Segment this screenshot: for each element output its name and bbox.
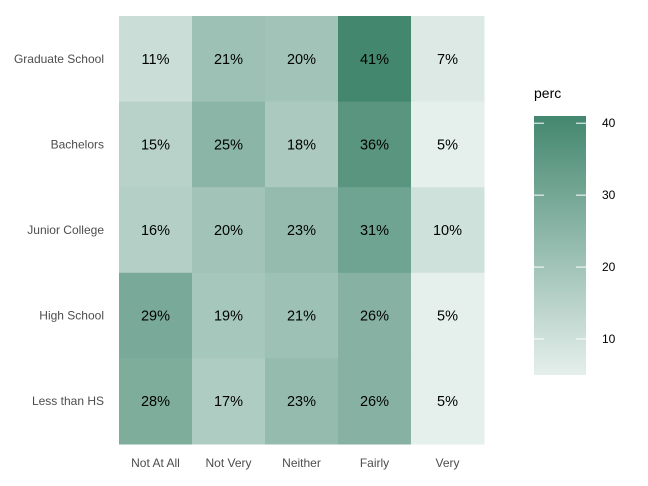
- x-tick-label: Fairly: [360, 456, 389, 470]
- cell-value-label: 31%: [360, 223, 389, 239]
- heatmap-cell: [265, 358, 339, 445]
- cell-value-label: 29%: [141, 309, 170, 325]
- x-axis-labels: Not At All Not Very Neither Fairly Very: [131, 456, 459, 470]
- legend-title: perc: [534, 85, 561, 101]
- x-tick-label: Not At All: [131, 456, 180, 470]
- heatmap-cell: [119, 187, 193, 274]
- x-tick-label: Very: [435, 456, 459, 470]
- heatmap-cell: [338, 272, 412, 359]
- y-axis-labels: Graduate School Bachelors Junior College Hi…: [14, 52, 104, 408]
- heatmap-cell: [192, 16, 266, 103]
- cell-value-label: 11%: [142, 52, 170, 68]
- legend-tick-label: 10: [602, 332, 616, 346]
- cell-value-label: 28%: [141, 394, 170, 410]
- y-tick-label: High School: [39, 309, 104, 323]
- cell-value-label: 19%: [214, 309, 243, 325]
- y-tick-label: Less than HS: [32, 394, 104, 408]
- heatmap-cell: [338, 16, 412, 103]
- heatmap-cell: [265, 272, 339, 359]
- cell-value-label: 26%: [360, 394, 389, 410]
- cell-value-label: 26%: [360, 309, 389, 325]
- heatmap-cell: [411, 187, 485, 274]
- cell-value-label: 5%: [437, 137, 458, 153]
- heatmap-cell: [119, 101, 193, 188]
- heatmap-cell: [265, 187, 339, 274]
- cell-value-label: 16%: [141, 223, 170, 239]
- heatmap-cell: [192, 272, 266, 359]
- cell-value-label: 18%: [287, 137, 316, 153]
- cell-value-label: 10%: [433, 223, 462, 239]
- cell-value-label: 21%: [287, 309, 316, 325]
- x-tick-label: Not Very: [205, 456, 251, 470]
- heatmap-cell: [338, 358, 412, 445]
- cell-value-label: 20%: [214, 223, 243, 239]
- heatmap-cell: [192, 187, 266, 274]
- heatmap-cell: [265, 101, 339, 188]
- cell-value-label: 25%: [214, 137, 243, 153]
- cell-value-label: 7%: [437, 52, 458, 68]
- heatmap-cell: [411, 101, 485, 188]
- cell-value-label: 17%: [214, 394, 243, 410]
- heatmap-cell: [411, 358, 485, 445]
- y-tick-label: Graduate School: [14, 52, 104, 66]
- color-legend: perc 10 20 30 40: [534, 85, 616, 375]
- heatmap-cell-labels: 11% 21% 20% 41% 7% 15% 25% 18% 36% 5% 16% 20% 23% 31%…: [141, 52, 462, 410]
- heatmap-cell: [119, 272, 193, 359]
- legend-ticks: 10 20 30 40: [534, 116, 616, 346]
- cell-value-label: 5%: [437, 309, 458, 325]
- cell-value-label: 5%: [437, 394, 458, 410]
- cell-value-label: 20%: [287, 52, 316, 68]
- legend-tick-label: 30: [602, 188, 616, 202]
- heatmap-cell: [192, 101, 266, 188]
- cell-value-label: 41%: [360, 52, 389, 68]
- heatmap-cell: [119, 358, 193, 445]
- heatmap-cell: [265, 16, 339, 103]
- legend-tick-label: 20: [602, 260, 616, 274]
- heatmap-cell: [192, 358, 266, 445]
- cell-value-label: 23%: [287, 394, 316, 410]
- cell-value-label: 15%: [141, 137, 170, 153]
- heatmap-cell: [338, 101, 412, 188]
- legend-color-bar: [534, 116, 586, 375]
- heatmap-cell: [411, 16, 485, 103]
- heatmap-cells: [119, 16, 485, 445]
- cell-value-label: 23%: [287, 223, 316, 239]
- legend-tick-label: 40: [602, 116, 616, 130]
- y-tick-label: Bachelors: [51, 137, 104, 151]
- y-tick-label: Junior College: [27, 223, 104, 237]
- cell-value-label: 21%: [214, 52, 243, 68]
- cell-value-label: 36%: [360, 137, 389, 153]
- heatmap-cell: [411, 272, 485, 359]
- heatmap-cell: [338, 187, 412, 274]
- heatmap-cell: [119, 16, 193, 103]
- x-tick-label: Neither: [282, 456, 321, 470]
